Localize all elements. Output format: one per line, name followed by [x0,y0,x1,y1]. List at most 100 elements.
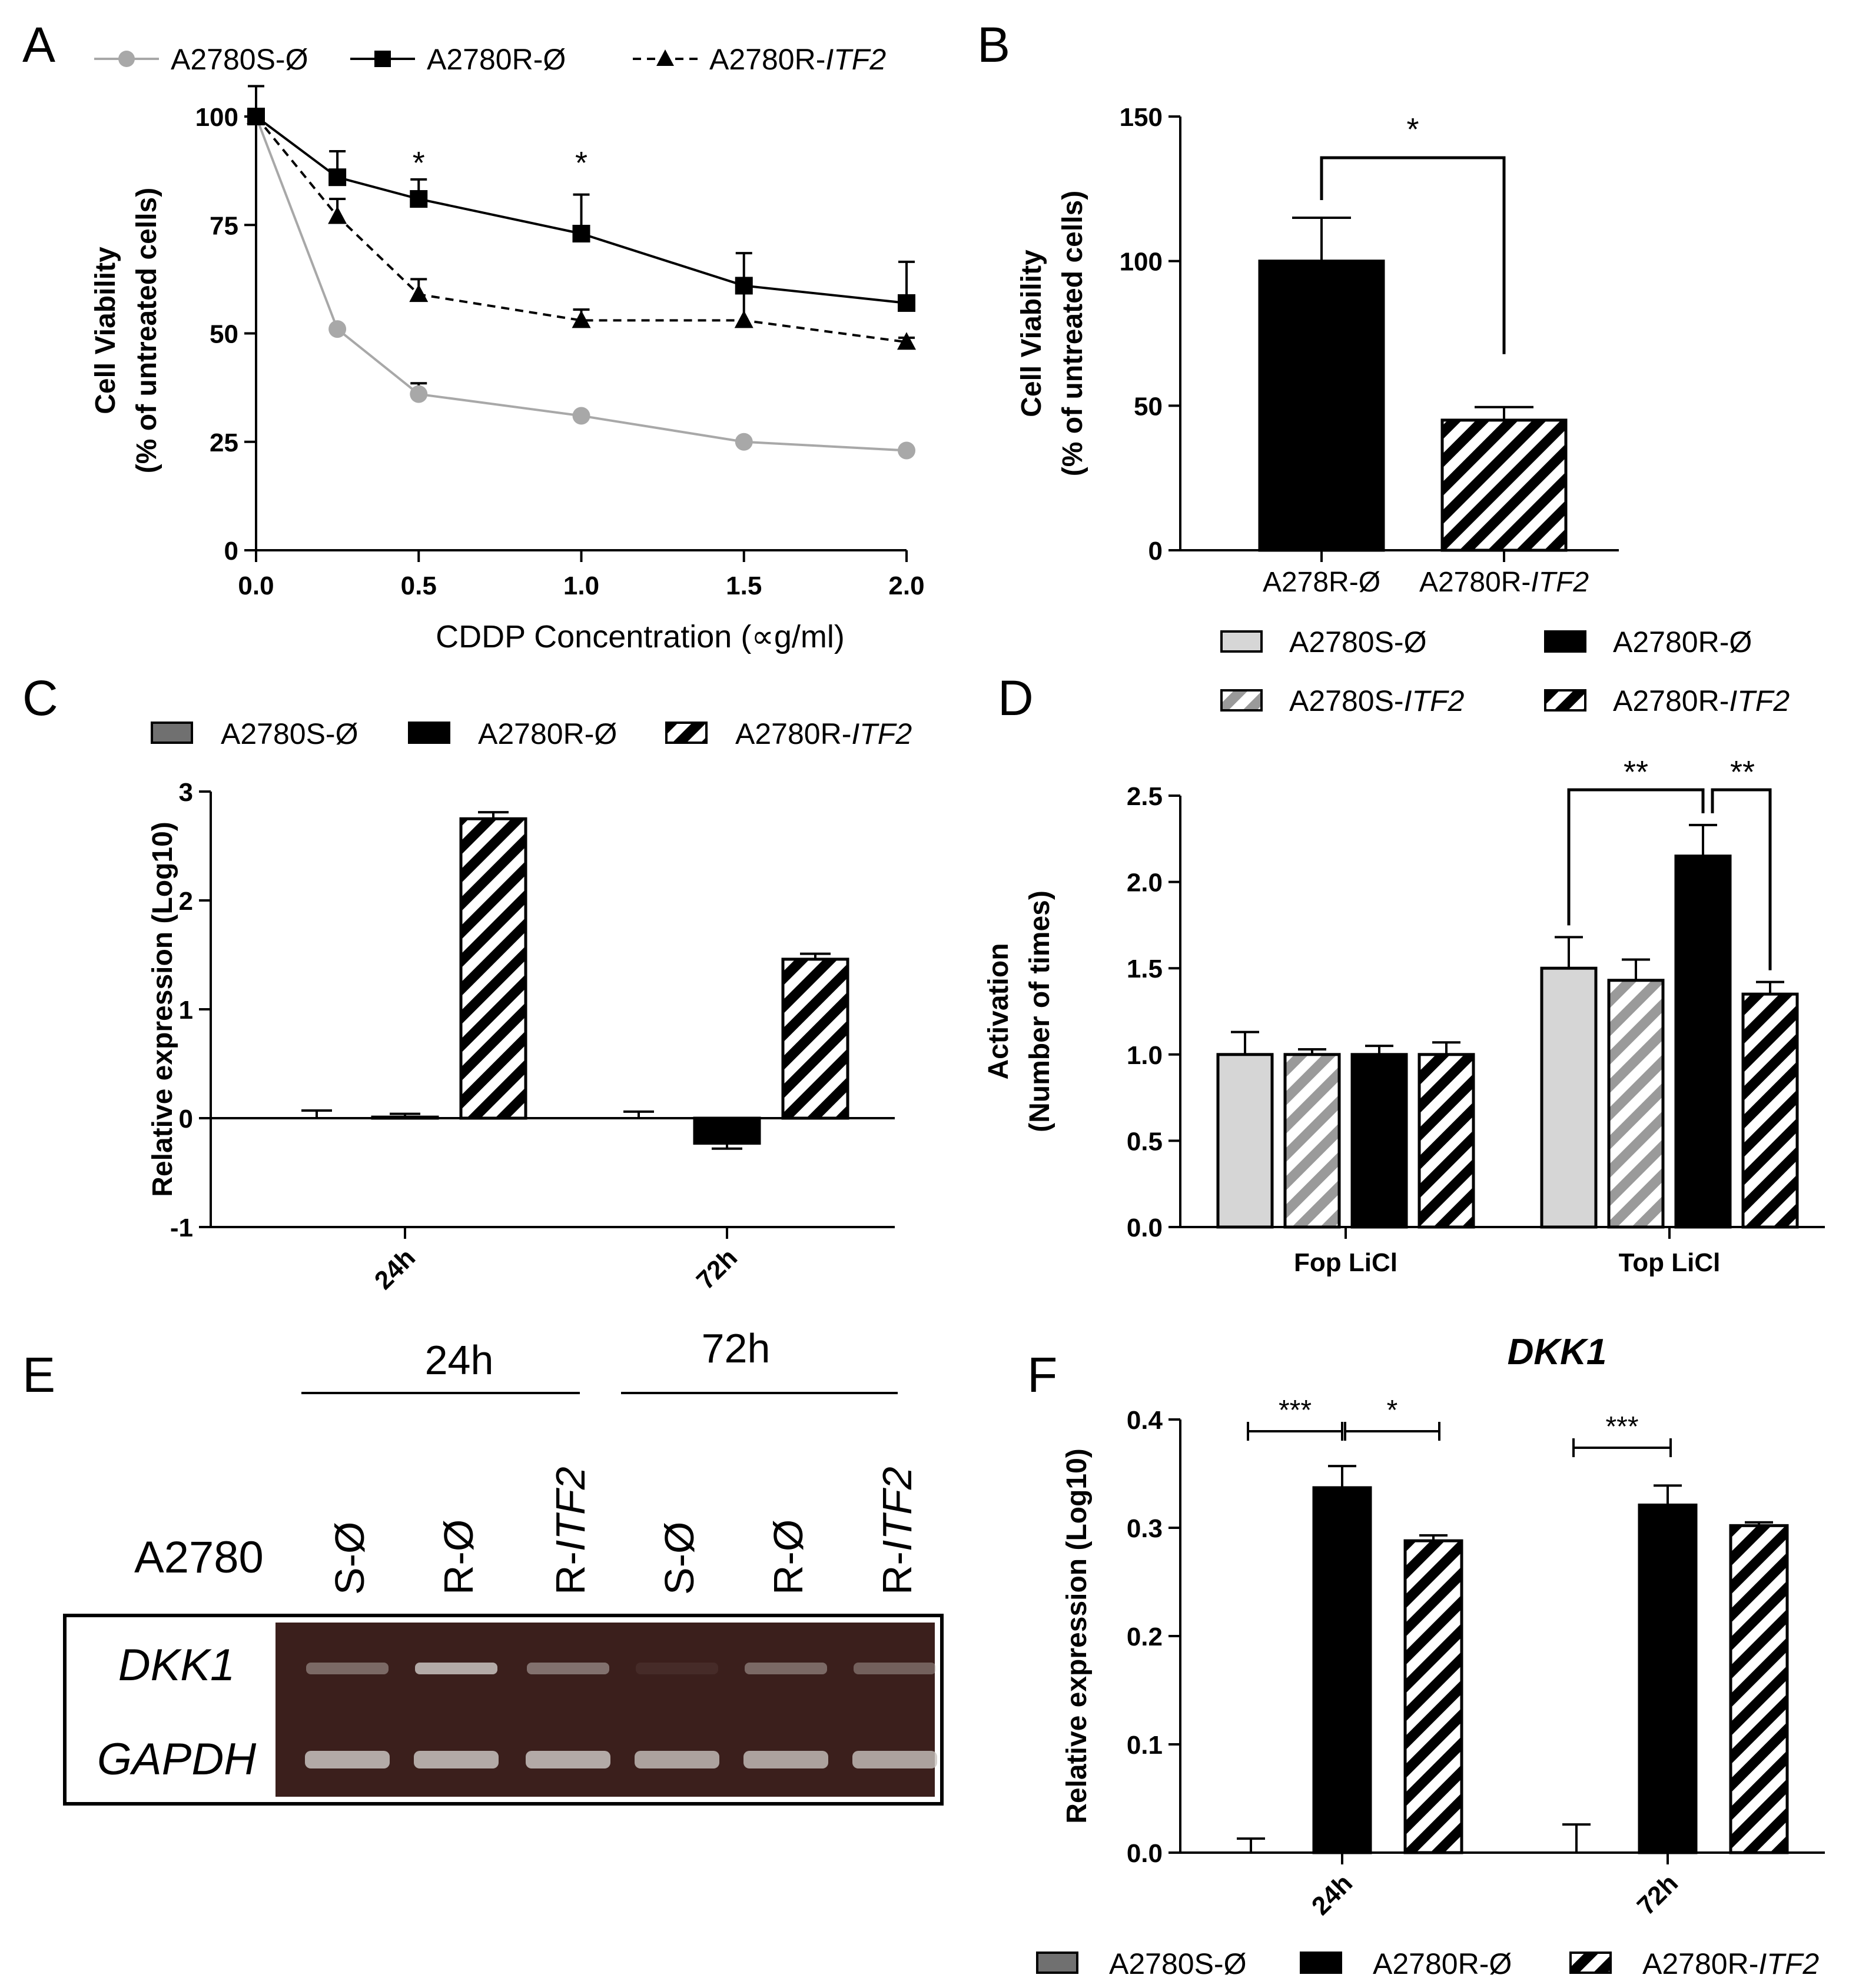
e-gel-image [275,1623,935,1797]
c-x-tick-label: 72h [691,1243,743,1295]
f-y-tick-label: 0.4 [1127,1406,1163,1435]
d-significance-bracket [1711,788,1772,970]
d-bar [1607,979,1665,1229]
e-band-gapdh [635,1751,719,1768]
e-band-gapdh [743,1751,828,1768]
f-legend-label: A2780R-ITF2 [1642,1947,1819,1980]
c-bar [693,1116,761,1145]
chart-b-cell-viability-bar: 0 50 100 150 Cell Viability (% of untreated c… [1016,103,1619,598]
b-y-axis-label-line2: (% of untreated cells) [1057,191,1088,476]
b-y-tick-label: 100 [1120,248,1163,277]
a-series-2 [247,108,915,312]
f-y-tick-label: 0.1 [1127,1731,1163,1760]
c-legend: A2780S-Ø A2780R-Ø A2780R-ITF2 [151,717,912,750]
d-legend-swatch [1220,630,1263,653]
d-y-tick-label: 1.0 [1127,1041,1163,1070]
a-x-tick-label: 0.5 [401,571,437,600]
a-x-axis-label: CDDP Concentration (∝g/ml) [436,619,845,654]
a-y-tick-label: 100 [195,103,238,132]
chart-a-cell-viability-line: 0 25 50 75 100 0.0 0.5 1.0 1.5 2.0 CDDP Concentrat… [90,43,925,654]
a-point-triangle [572,310,591,328]
a-point-triangle [409,284,429,302]
b-y-tick-label: 0 [1148,537,1163,566]
a-y-tick-label: 50 [210,320,238,349]
e-time-label-24h: 24h [425,1337,494,1383]
c-bar [371,1115,439,1120]
a-point-triangle [897,332,916,350]
a-point-circle [410,385,428,403]
c-legend-label: A2780S-Ø [221,717,358,750]
a-x-tick-label: 2.0 [888,571,924,600]
f-y-tick-label: 0.3 [1127,1514,1163,1543]
panel-label-e: E [22,1347,55,1402]
a-series-line [255,115,907,344]
e-lane-label: R-ITF2 [874,1467,920,1595]
e-lane-label: R-Ø [436,1520,482,1595]
a-y-tick-label: 75 [210,211,238,240]
f-y-tick-label: 0.2 [1127,1623,1163,1651]
a-point-circle [898,441,915,460]
chart-f-dkk1-expression: 0.0 0.1 0.2 0.3 0.4 Relative expression (Log1… [1036,1332,1825,1980]
d-y-axis-label-line2: (Number of times) [1024,890,1055,1132]
c-x-tick-label: 24h [369,1243,421,1295]
a-y-tick-label: 25 [210,428,238,457]
chart-d-activation: 0.0 0.5 1.0 1.5 2.0 2.5 Activation (Number of t… [983,626,1825,1277]
d-bar [1741,992,1799,1229]
c-legend-label: A2780R-Ø [478,717,617,750]
a-x-tick-label: 1.5 [726,571,762,600]
a-legend-label: A2780R-Ø [427,43,566,76]
c-legend-swatch [408,722,450,744]
e-band-dkk1 [415,1663,497,1674]
a-series-line [255,116,907,452]
a-x-tick-label: 0.0 [238,571,274,600]
d-legend-swatch [1544,630,1586,653]
d-y-tick-label: 0.0 [1127,1214,1163,1242]
a-series-3 [247,107,916,350]
a-series-1 [247,85,915,460]
d-y-axis-label-line1: Activation [983,943,1014,1079]
e-band-dkk1 [854,1663,936,1674]
b-x-tick-label: A278R-Ø [1263,567,1380,598]
c-y-tick-label: 2 [179,887,193,916]
a-point-circle [572,407,590,425]
f-legend-swatch [1569,1952,1612,1974]
f-significance-stars: *** [1279,1395,1312,1426]
a-point-square [328,168,347,187]
b-y-tick-label: 150 [1120,103,1163,132]
e-band-dkk1 [306,1663,389,1674]
panel-label-f: F [1027,1347,1057,1402]
a-legend-marker [656,49,674,66]
d-legend-label: A2780R-ITF2 [1613,684,1790,717]
f-y-tick-label: 0.0 [1127,1839,1163,1868]
a-point-circle [328,320,347,338]
panel-label-d: D [998,670,1034,726]
d-x-tick-label: Fop LiCl [1294,1248,1397,1277]
c-y-tick-label: 0 [179,1105,193,1133]
d-legend-swatch [1544,689,1586,712]
e-band-dkk1 [745,1663,827,1674]
c-y-axis-label: Relative expression (Log10) [147,822,178,1197]
f-legend-swatch [1300,1952,1342,1974]
a-y-axis-label-line1: Cell Viability [90,247,121,414]
d-significance-bracket [1567,788,1705,926]
d-legend-swatch [1220,689,1263,712]
f-bar [1729,1524,1789,1854]
b-significance-star: * [1406,112,1419,147]
d-y-tick-label: 0.5 [1127,1127,1163,1156]
a-y-tick-label: 0 [224,537,238,566]
a-significance-star: * [575,145,587,181]
d-bar [1350,1053,1408,1229]
f-x-tick-label: 24h [1306,1869,1358,1920]
d-significance-stars: ** [1730,754,1755,790]
a-x-tick-label: 1.0 [563,571,599,600]
b-y-tick-label: 50 [1134,392,1163,421]
f-significance-stars: * [1387,1395,1398,1426]
f-bar [1312,1486,1372,1854]
a-legend: A2780S-Ø A2780R-Ø A2780R-ITF2 [94,43,886,76]
a-point-triangle [328,206,347,224]
a-point-triangle [247,107,265,124]
f-legend-swatch [1036,1952,1078,1974]
b-bar [1258,260,1385,552]
d-significance-stars: ** [1624,754,1648,790]
e-row-label: A2780 [134,1532,264,1583]
